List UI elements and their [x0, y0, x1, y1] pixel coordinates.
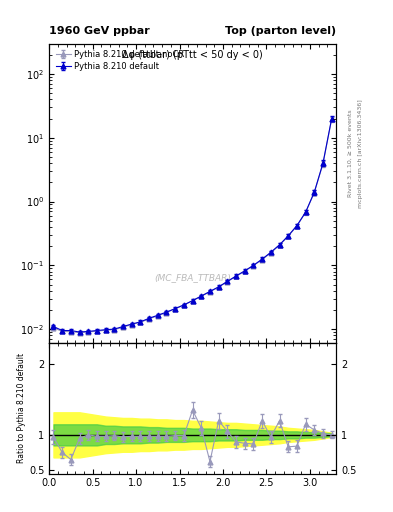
Text: 1960 GeV ppbar: 1960 GeV ppbar — [49, 26, 150, 36]
Text: (MC_FBA_TTBAR): (MC_FBA_TTBAR) — [154, 273, 231, 282]
Text: mcplots.cern.ch [arXiv:1306.3436]: mcplots.cern.ch [arXiv:1306.3436] — [358, 99, 363, 208]
Text: Rivet 3.1.10, ≥ 500k events: Rivet 3.1.10, ≥ 500k events — [348, 110, 353, 198]
Y-axis label: Ratio to Pythia 8.210 default: Ratio to Pythia 8.210 default — [17, 353, 26, 463]
Text: Δφ (ttbar) (pTtt < 50 dy < 0): Δφ (ttbar) (pTtt < 50 dy < 0) — [122, 50, 263, 59]
Text: Top (parton level): Top (parton level) — [225, 26, 336, 36]
Legend: Pythia 8.210 default-noCR, Pythia 8.210 default: Pythia 8.210 default-noCR, Pythia 8.210 … — [53, 48, 187, 73]
